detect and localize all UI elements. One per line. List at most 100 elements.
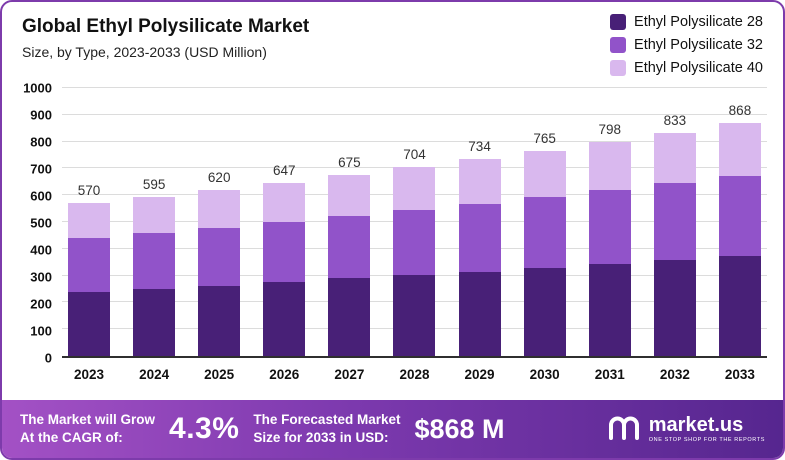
y-axis: 0 100 200 300 400 500 600 700 800 900 1000 bbox=[14, 81, 62, 366]
total-label: 765 bbox=[533, 130, 556, 146]
legend-swatch-icon bbox=[610, 60, 627, 76]
y-tick-label: 600 bbox=[30, 188, 52, 204]
total-label: 704 bbox=[403, 147, 426, 163]
x-tick-label: 2023 bbox=[73, 367, 105, 382]
brand: market.us ONE STOP SHOP FOR THE REPORTS bbox=[607, 414, 765, 445]
forecast-label: The Forecasted Market Size for 2033 in U… bbox=[253, 411, 400, 446]
x-tick-label: 2029 bbox=[464, 367, 495, 382]
marketus-logo-icon bbox=[607, 414, 641, 445]
legend-item: Ethyl Polysilicate 28 bbox=[610, 14, 763, 30]
bar-2028: 704 bbox=[393, 88, 436, 356]
bar-segment-ethyl-polysilicate-40 bbox=[133, 196, 176, 234]
bar-segment-ethyl-polysilicate-32 bbox=[588, 190, 631, 265]
bar-2024: 595 bbox=[133, 88, 176, 356]
chart-title: Global Ethyl Polysilicate Market bbox=[22, 16, 310, 37]
total-label: 675 bbox=[338, 155, 361, 171]
total-label: 798 bbox=[598, 122, 622, 138]
y-tick-label: 400 bbox=[30, 242, 52, 258]
bars: 570 595 620 647 675 704 734 765 798 833 868 bbox=[68, 88, 761, 356]
bar-2032: 833 bbox=[653, 88, 696, 356]
footer-banner: The Market will Grow At the CAGR of: 4.3… bbox=[2, 400, 783, 458]
bar-segment-ethyl-polysilicate-40 bbox=[588, 142, 631, 191]
legend-label: Ethyl Polysilicate 40 bbox=[634, 60, 763, 76]
bar-segment-ethyl-polysilicate-28 bbox=[653, 260, 696, 356]
cagr-label-line1: The Market will Grow bbox=[20, 412, 156, 428]
y-tick-label: 1000 bbox=[23, 80, 52, 96]
chart-area: 0 100 200 300 400 500 600 700 800 900 1000 570 595 6… bbox=[14, 81, 767, 382]
bar-2026: 647 bbox=[263, 88, 306, 356]
bar-segment-ethyl-polysilicate-28 bbox=[133, 289, 176, 356]
gridline bbox=[62, 140, 767, 142]
bar-segment-ethyl-polysilicate-28 bbox=[718, 256, 761, 356]
bar-segment-ethyl-polysilicate-28 bbox=[588, 264, 631, 356]
bar-segment-ethyl-polysilicate-32 bbox=[263, 222, 306, 283]
bar-2031: 798 bbox=[588, 88, 631, 356]
bar-segment-ethyl-polysilicate-32 bbox=[653, 183, 696, 261]
bar-segment-ethyl-polysilicate-28 bbox=[458, 271, 501, 356]
x-axis: 2023 2024 2025 2026 2027 2028 2029 2030 2031 2032… bbox=[62, 367, 767, 382]
y-tick-label: 100 bbox=[30, 323, 52, 339]
x-tick-label: 2031 bbox=[594, 367, 625, 382]
legend: Ethyl Polysilicate 28 Ethyl Polysilicate … bbox=[610, 14, 763, 76]
bar-segment-ethyl-polysilicate-40 bbox=[523, 151, 566, 198]
legend-label: Ethyl Polysilicate 28 bbox=[634, 14, 763, 30]
bar-2033: 868 bbox=[718, 88, 761, 356]
bar-segment-ethyl-polysilicate-28 bbox=[263, 282, 306, 356]
brand-tagline: ONE STOP SHOP FOR THE REPORTS bbox=[648, 436, 765, 443]
forecast-label-line2: Size for 2033 in USD: bbox=[253, 430, 389, 445]
x-tick-label: 2027 bbox=[334, 367, 365, 382]
x-tick-label: 2026 bbox=[269, 367, 300, 382]
plot: 570 595 620 647 675 704 734 765 798 833 868 bbox=[62, 87, 767, 358]
bar-2025: 620 bbox=[198, 88, 241, 356]
cagr-value: 4.3% bbox=[169, 412, 240, 445]
gridline bbox=[62, 113, 767, 115]
bar-2030: 765 bbox=[523, 88, 566, 356]
total-label: 868 bbox=[728, 103, 752, 119]
gridline bbox=[62, 87, 767, 88]
bar-segment-ethyl-polysilicate-32 bbox=[133, 233, 176, 289]
total-label: 620 bbox=[207, 169, 231, 185]
bar-2029: 734 bbox=[458, 88, 501, 356]
y-tick-label: 800 bbox=[30, 134, 52, 150]
legend-item: Ethyl Polysilicate 32 bbox=[610, 37, 763, 53]
bar-segment-ethyl-polysilicate-28 bbox=[198, 285, 241, 356]
y-tick-label: 900 bbox=[30, 107, 52, 123]
brand-text: market.us ONE STOP SHOP FOR THE REPORTS bbox=[649, 415, 765, 444]
bar-segment-ethyl-polysilicate-32 bbox=[458, 204, 501, 272]
bar-2027: 675 bbox=[328, 88, 371, 356]
total-label: 734 bbox=[468, 139, 491, 155]
x-tick-label: 2030 bbox=[529, 367, 560, 382]
total-label: 595 bbox=[142, 176, 166, 192]
chart-subtitle: Size, by Type, 2023-2033 (USD Million) bbox=[22, 44, 267, 60]
forecast-label-line1: The Forecasted Market bbox=[253, 412, 401, 428]
x-tick-label: 2025 bbox=[204, 367, 235, 382]
bar-segment-ethyl-polysilicate-40 bbox=[68, 203, 110, 239]
y-tick-label: 0 bbox=[44, 350, 52, 366]
bar-segment-ethyl-polysilicate-40 bbox=[718, 123, 761, 176]
plot-row: 0 100 200 300 400 500 600 700 800 900 1000 570 595 6… bbox=[14, 81, 767, 366]
bar-segment-ethyl-polysilicate-40 bbox=[198, 189, 241, 228]
bar-segment-ethyl-polysilicate-32 bbox=[393, 210, 436, 276]
legend-swatch-icon bbox=[610, 14, 627, 30]
bar-2023: 570 bbox=[68, 88, 110, 356]
legend-swatch-icon bbox=[610, 37, 627, 53]
x-tick-label: 2033 bbox=[724, 367, 755, 382]
bar-segment-ethyl-polysilicate-28 bbox=[68, 291, 110, 356]
bar-segment-ethyl-polysilicate-32 bbox=[718, 175, 761, 257]
bar-segment-ethyl-polysilicate-40 bbox=[393, 167, 436, 211]
cagr-label-line2: At the CAGR of: bbox=[20, 430, 123, 445]
bar-segment-ethyl-polysilicate-32 bbox=[523, 197, 566, 269]
y-tick-label: 500 bbox=[30, 215, 52, 231]
total-label: 647 bbox=[273, 162, 296, 178]
legend-label: Ethyl Polysilicate 32 bbox=[634, 37, 763, 53]
x-tick-label: 2032 bbox=[659, 367, 690, 382]
x-tick-label: 2028 bbox=[399, 367, 430, 382]
bar-segment-ethyl-polysilicate-40 bbox=[458, 159, 501, 205]
cagr-label: The Market will Grow At the CAGR of: bbox=[20, 411, 155, 446]
bar-segment-ethyl-polysilicate-28 bbox=[523, 268, 566, 356]
bar-segment-ethyl-polysilicate-32 bbox=[198, 227, 241, 286]
total-label: 570 bbox=[77, 183, 101, 199]
bar-segment-ethyl-polysilicate-40 bbox=[653, 132, 696, 184]
y-tick-label: 300 bbox=[30, 269, 52, 285]
